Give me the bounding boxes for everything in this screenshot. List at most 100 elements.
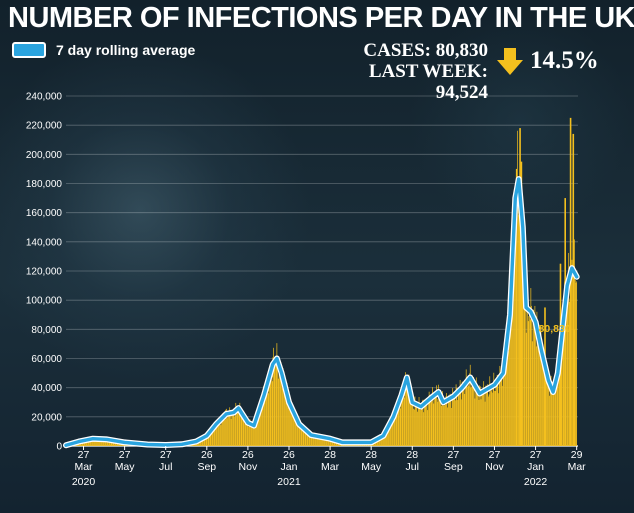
daily-bar bbox=[444, 401, 445, 446]
daily-bar bbox=[272, 357, 274, 446]
x-tick-month: Jan bbox=[527, 461, 544, 473]
daily-bar bbox=[211, 424, 213, 446]
daily-bar bbox=[409, 388, 410, 446]
daily-bar bbox=[207, 436, 208, 446]
daily-bar bbox=[460, 392, 462, 446]
daily-bar bbox=[326, 437, 328, 446]
spike-bar bbox=[573, 329, 576, 446]
daily-bar bbox=[253, 425, 255, 446]
daily-bar bbox=[567, 273, 569, 446]
daily-bar bbox=[304, 426, 305, 446]
daily-bar bbox=[237, 408, 239, 446]
daily-bar bbox=[265, 388, 266, 446]
daily-bar bbox=[513, 211, 515, 446]
daily-bar bbox=[417, 411, 419, 446]
daily-bar bbox=[234, 415, 236, 446]
daily-bars bbox=[65, 130, 578, 447]
legend: 7 day rolling average bbox=[12, 42, 195, 58]
daily-bar bbox=[411, 400, 413, 446]
daily-bar bbox=[433, 403, 435, 446]
daily-bar bbox=[561, 339, 563, 446]
daily-bar bbox=[452, 388, 454, 446]
daily-bar bbox=[309, 434, 311, 446]
daily-bar bbox=[426, 402, 428, 446]
daily-bar bbox=[85, 441, 86, 446]
daily-bar bbox=[386, 431, 388, 446]
daily-bar bbox=[468, 385, 470, 446]
daily-bar bbox=[424, 405, 425, 446]
rolling-average-line bbox=[63, 176, 580, 449]
daily-bar bbox=[275, 362, 276, 446]
legend-swatch bbox=[12, 42, 46, 58]
daily-bar bbox=[100, 438, 101, 446]
daily-bar bbox=[379, 438, 381, 446]
daily-bar bbox=[453, 395, 455, 446]
daily-bar bbox=[506, 347, 507, 446]
daily-bar bbox=[493, 372, 495, 446]
daily-bar bbox=[491, 386, 493, 446]
daily-bar bbox=[405, 385, 407, 446]
daily-bar bbox=[288, 401, 290, 446]
daily-bar bbox=[235, 402, 237, 446]
daily-bar bbox=[329, 440, 330, 446]
daily-bar bbox=[263, 386, 264, 446]
daily-bar bbox=[420, 410, 421, 446]
daily-bar bbox=[485, 385, 487, 446]
daily-bar bbox=[495, 379, 497, 446]
y-axis-ticks: 0 20,000 40,000 60,000 80,000 100,000 120,000 1… bbox=[26, 92, 63, 453]
daily-bar bbox=[548, 377, 549, 446]
daily-bar bbox=[431, 401, 433, 446]
daily-bar bbox=[531, 305, 532, 446]
daily-bar bbox=[108, 440, 110, 446]
daily-bar bbox=[258, 416, 260, 446]
daily-bar bbox=[405, 372, 406, 446]
daily-bar bbox=[410, 395, 412, 446]
daily-bar bbox=[241, 411, 243, 446]
daily-bar bbox=[416, 403, 418, 446]
daily-bar bbox=[276, 343, 278, 446]
daily-bar bbox=[203, 438, 204, 446]
daily-bar bbox=[531, 341, 533, 446]
daily-bar bbox=[397, 406, 399, 446]
daily-bar bbox=[461, 399, 462, 446]
daily-bar bbox=[310, 433, 312, 446]
daily-bar bbox=[482, 392, 484, 446]
daily-bar bbox=[298, 424, 300, 446]
daily-bar bbox=[490, 383, 491, 446]
daily-bar bbox=[517, 199, 519, 446]
daily-bar bbox=[396, 411, 398, 446]
daily-bar bbox=[310, 431, 311, 446]
daily-bar bbox=[566, 292, 568, 446]
daily-bar bbox=[512, 207, 514, 446]
daily-bar bbox=[93, 437, 94, 446]
daily-bar bbox=[88, 440, 90, 446]
daily-bar bbox=[514, 227, 516, 446]
daily-bar bbox=[312, 435, 313, 446]
x-tick-month: Nov bbox=[485, 461, 504, 473]
daily-bar bbox=[475, 386, 476, 446]
daily-bar bbox=[498, 380, 500, 446]
daily-bar bbox=[331, 439, 333, 446]
daily-bar bbox=[538, 336, 540, 446]
down-arrow-icon bbox=[497, 48, 523, 75]
daily-bar bbox=[282, 367, 284, 446]
daily-bar bbox=[257, 417, 259, 446]
daily-bar bbox=[251, 425, 253, 446]
daily-bar bbox=[466, 379, 468, 446]
daily-bar bbox=[451, 395, 453, 446]
daily-bar bbox=[269, 365, 270, 446]
daily-bar bbox=[479, 386, 481, 446]
daily-bar bbox=[328, 438, 330, 446]
daily-bar bbox=[223, 417, 225, 446]
x-tick-month: Jul bbox=[406, 461, 419, 473]
daily-bar bbox=[380, 438, 381, 446]
daily-bar bbox=[325, 438, 327, 446]
daily-bar bbox=[546, 379, 547, 446]
daily-bar bbox=[242, 412, 244, 446]
daily-bar bbox=[317, 435, 319, 446]
daily-bar bbox=[525, 332, 527, 446]
daily-bar bbox=[243, 414, 245, 446]
daily-bar bbox=[436, 398, 438, 446]
y-tick-label: 140,000 bbox=[26, 237, 63, 248]
